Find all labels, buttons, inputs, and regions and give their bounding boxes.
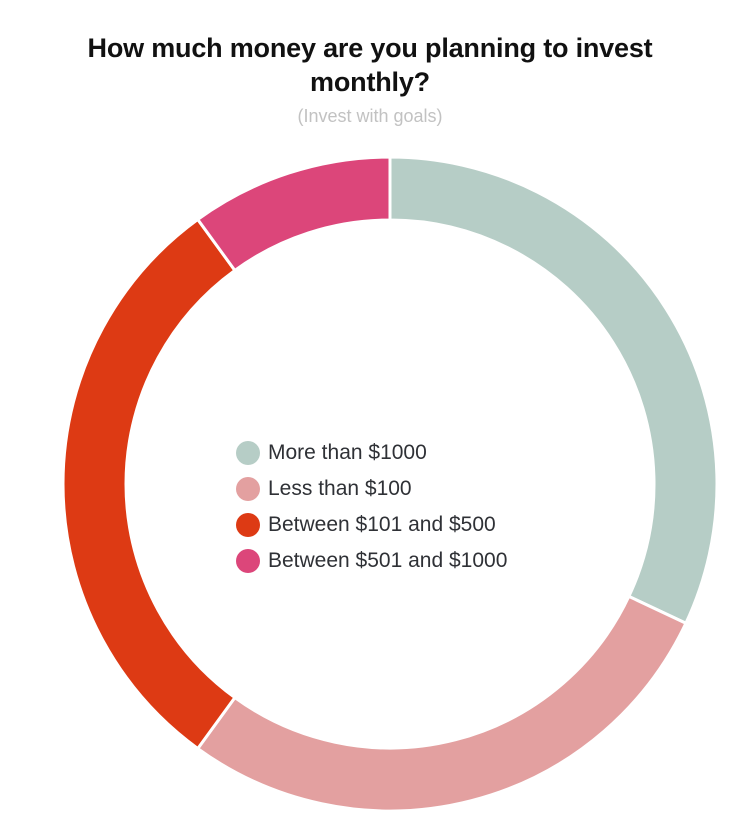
legend-item-between-501-and-1000[interactable]: Between $501 and $1000: [236, 543, 576, 579]
donut-slices: [61, 155, 719, 813]
legend-swatch-between-501-and-1000: [236, 549, 260, 573]
legend-swatch-between-101-and-500: [236, 513, 260, 537]
legend-label-between-501-and-1000: Between $501 and $1000: [268, 549, 508, 572]
chart-legend: More than $1000 Less than $100 Between $…: [236, 435, 576, 579]
legend-swatch-more-than-1000: [236, 441, 260, 465]
legend-label-more-than-1000: More than $1000: [268, 441, 427, 464]
legend-swatch-less-than-100: [236, 477, 260, 501]
legend-label-between-101-and-500: Between $101 and $500: [268, 513, 496, 536]
legend-label-less-than-100: Less than $100: [268, 477, 412, 500]
donut-slice-between-501-and-1000[interactable]: [195, 155, 392, 273]
donut-slice-less-than-100[interactable]: [195, 594, 688, 813]
chart-title: How much money are you planning to inves…: [87, 33, 653, 97]
legend-item-between-101-and-500[interactable]: Between $101 and $500: [236, 507, 576, 543]
donut-slice-between-101-and-500[interactable]: [61, 217, 237, 751]
legend-item-less-than-100[interactable]: Less than $100: [236, 471, 576, 507]
legend-item-more-than-1000[interactable]: More than $1000: [236, 435, 576, 471]
chart-subtitle: (Invest with goals): [297, 106, 443, 126]
